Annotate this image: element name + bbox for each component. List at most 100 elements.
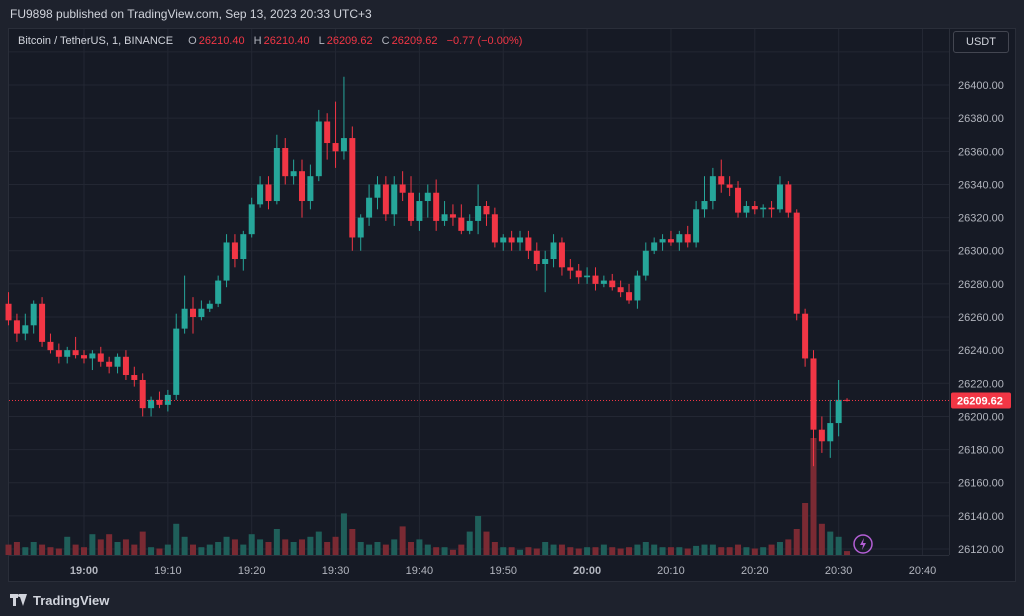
candle-body	[508, 237, 515, 243]
volume-bar	[827, 531, 834, 555]
volume-bar	[139, 531, 146, 555]
volume-bar	[575, 548, 582, 555]
volume-bar	[198, 547, 205, 555]
volume-bar	[340, 513, 347, 555]
price-tick-label: 26300.00	[958, 246, 1004, 258]
candle-body	[408, 192, 415, 221]
volume-bar	[299, 539, 306, 555]
price-tick-label: 26120.00	[958, 544, 1004, 556]
volume-bar	[81, 547, 87, 555]
volume-bar	[173, 523, 180, 555]
price-tick-label: 26380.00	[958, 113, 1004, 125]
volume-bar	[55, 548, 62, 555]
volume-bar	[634, 544, 641, 555]
volume-bar	[802, 503, 809, 555]
candle-body	[785, 184, 792, 213]
candle-body	[676, 234, 683, 243]
volume-bar	[743, 547, 750, 555]
volume-bar	[525, 547, 532, 555]
candle-body	[340, 138, 347, 152]
candle-body	[290, 171, 297, 177]
time-tick-label: 20:40	[909, 565, 937, 577]
volume-bar	[458, 544, 465, 555]
volume-bar	[22, 547, 29, 555]
volume-bar	[307, 536, 314, 555]
volume-bar	[508, 547, 515, 555]
volume-bar	[835, 536, 842, 555]
publish-header: FU9898 published on TradingView.com, Sep…	[10, 7, 372, 21]
price-tick-label: 26400.00	[958, 80, 1004, 92]
volume-bar	[667, 547, 674, 555]
candle-body	[198, 308, 205, 318]
price-tick-label: 26200.00	[958, 411, 1004, 423]
low-value: 26209.62	[326, 35, 373, 47]
volume-bar	[626, 547, 633, 555]
last-price-label: 26209.62	[957, 395, 1003, 407]
candle-body	[391, 184, 398, 215]
volume-bar	[408, 542, 415, 555]
close-value: 26209.62	[391, 35, 438, 47]
candle-body	[47, 341, 54, 351]
candle-body	[517, 237, 524, 243]
candle-body	[802, 313, 809, 359]
close-label: C	[381, 35, 390, 47]
volume-bar	[542, 542, 549, 555]
currency-button[interactable]: USDT	[953, 31, 1009, 53]
open-label: O	[188, 35, 197, 47]
volume-bar	[391, 539, 398, 555]
candle-body	[584, 275, 591, 278]
volume-bar	[533, 548, 540, 555]
volume-bar	[517, 549, 524, 555]
candle-body	[475, 206, 482, 221]
candle-body	[726, 184, 733, 188]
candle-body	[567, 267, 574, 271]
candle-body	[13, 320, 20, 334]
volume-bar	[13, 542, 20, 555]
candle-body	[609, 280, 616, 288]
candle-body	[315, 121, 322, 177]
candle-body	[626, 292, 633, 301]
candle-body	[743, 206, 750, 213]
candle-body	[131, 375, 138, 380]
volume-bar	[290, 542, 297, 555]
time-tick-label: 19:40	[406, 565, 434, 577]
volume-bar	[617, 548, 624, 555]
lightning-icon	[853, 534, 873, 554]
candle-body	[248, 204, 255, 235]
time-tick-label: 20:10	[657, 565, 685, 577]
volume-bar	[651, 544, 658, 555]
candle-body	[592, 275, 599, 284]
volume-bar	[315, 531, 322, 555]
candle-body	[776, 184, 783, 210]
tradingview-brand[interactable]: TradingView	[0, 588, 310, 612]
candle-body	[718, 176, 725, 185]
volume-bar	[206, 544, 213, 555]
volume-bar	[30, 542, 37, 555]
volume-bar	[726, 547, 733, 555]
volume-bar	[106, 534, 113, 555]
candle-body	[223, 242, 230, 281]
volume-bar	[768, 544, 775, 555]
candle-body	[374, 184, 381, 198]
volume-bar	[416, 539, 423, 555]
time-tick-label: 20:20	[741, 565, 769, 577]
volume-bar	[156, 548, 163, 555]
chart-frame[interactable]	[8, 28, 1016, 582]
time-tick-label: 20:00	[573, 565, 601, 577]
volume-bar	[47, 547, 54, 555]
candle-body	[382, 184, 389, 215]
candle-body	[357, 217, 364, 238]
volume-bar	[122, 539, 129, 555]
candle-body	[5, 303, 12, 321]
volume-bar	[399, 526, 406, 555]
volume-bar	[374, 542, 381, 555]
volume-bar	[366, 544, 373, 555]
candle-body	[735, 187, 742, 213]
volume-bar	[231, 539, 238, 555]
volume-bar	[273, 529, 280, 555]
candle-body	[148, 399, 155, 409]
candle-body	[307, 176, 314, 202]
volume-bar	[332, 536, 339, 555]
candle-body	[575, 270, 582, 278]
